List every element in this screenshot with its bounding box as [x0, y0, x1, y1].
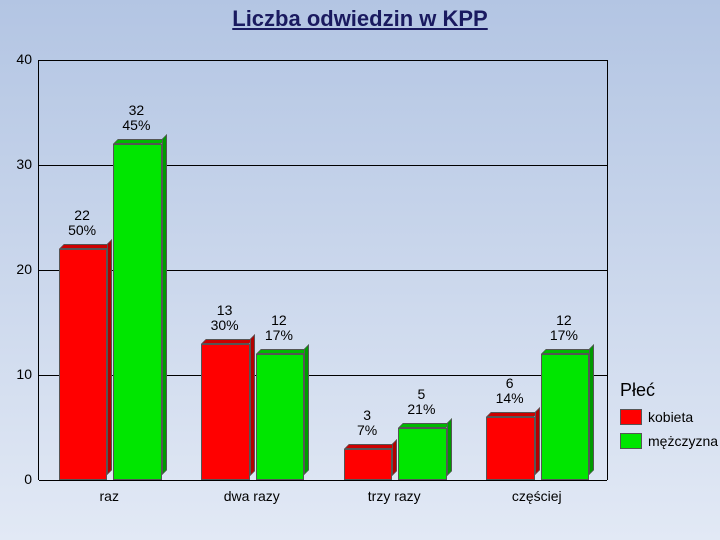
- bar-3d-side: [589, 344, 594, 475]
- legend-item: mężczyzna: [620, 433, 718, 449]
- y-tick-label: 40: [4, 51, 32, 67]
- bar-3d-side: [304, 344, 309, 475]
- legend-label: kobieta: [648, 409, 693, 425]
- chart-container: Liczba odwiedzin w KPP Płeć kobieta mężcz…: [0, 0, 720, 540]
- legend-item: kobieta: [620, 409, 718, 425]
- x-tick-label: raz: [38, 488, 181, 504]
- y-tick-label: 30: [4, 156, 32, 172]
- legend-swatch: [620, 409, 642, 425]
- bar-3d-side: [107, 239, 112, 475]
- legend-swatch: [620, 433, 642, 449]
- bar-value-label: 1217%: [254, 313, 304, 344]
- bar-3d-top: [201, 339, 254, 344]
- y-tick-label: 0: [4, 471, 32, 487]
- legend-label: mężczyzna: [648, 433, 718, 449]
- legend: Płeć kobieta mężczyzna: [620, 380, 718, 457]
- x-tick-label: dwa razy: [181, 488, 324, 504]
- bar-3d-top: [398, 423, 451, 428]
- bar-3d-top: [59, 244, 112, 249]
- chart-title-text: Liczba odwiedzin w KPP: [232, 6, 487, 31]
- grid-line: [39, 480, 607, 481]
- bar: [256, 354, 304, 480]
- x-tick-label: częściej: [466, 488, 609, 504]
- y-tick-label: 10: [4, 366, 32, 382]
- bar: [398, 428, 446, 481]
- bar-value-label: 1330%: [200, 303, 250, 334]
- bar-3d-top: [113, 139, 166, 144]
- bar: [486, 417, 534, 480]
- bar-value-label: 37%: [342, 408, 392, 439]
- bar-3d-side: [447, 418, 452, 476]
- bar-value-label: 521%: [396, 387, 446, 418]
- bar-3d-top: [541, 349, 594, 354]
- bar-3d-top: [344, 444, 397, 449]
- bar-value-label: 3245%: [111, 103, 161, 134]
- bar-3d-side: [162, 134, 167, 475]
- bar-3d-side: [392, 439, 397, 476]
- bar: [344, 449, 392, 481]
- bar: [113, 144, 161, 480]
- grid-line: [39, 60, 607, 61]
- x-tick-label: trzy razy: [323, 488, 466, 504]
- bar-value-label: 2250%: [57, 208, 107, 239]
- bar-value-label: 614%: [485, 376, 535, 407]
- bar-3d-top: [256, 349, 309, 354]
- bar: [59, 249, 107, 480]
- bar: [541, 354, 589, 480]
- y-tick-label: 20: [4, 261, 32, 277]
- bar-3d-side: [535, 407, 540, 475]
- bar: [201, 344, 249, 481]
- chart-title: Liczba odwiedzin w KPP: [0, 0, 720, 32]
- bar-value-label: 1217%: [539, 313, 589, 344]
- bar-3d-top: [486, 412, 539, 417]
- bar-3d-side: [250, 334, 255, 476]
- legend-title: Płeć: [620, 380, 718, 401]
